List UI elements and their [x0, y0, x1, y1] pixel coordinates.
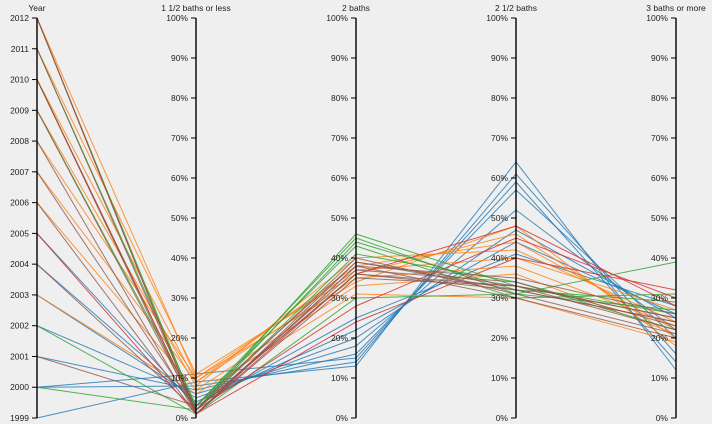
- tick-label: 2000: [10, 382, 29, 392]
- tick-label: 90%: [651, 53, 668, 63]
- tick-label: 50%: [331, 213, 348, 223]
- tick-label: 100%: [166, 13, 188, 23]
- tick-label: 80%: [331, 93, 348, 103]
- tick-label: 2011: [11, 44, 30, 54]
- tick-label: 2002: [10, 321, 29, 331]
- tick-label: 70%: [491, 133, 508, 143]
- tick-label: 10%: [331, 373, 348, 383]
- tick-label: 80%: [171, 93, 188, 103]
- tick-label: 50%: [651, 213, 668, 223]
- axis-b15: 0% 10% 20% 30% 40% 50% 60% 70% 80% 90% 100%1 1/2 b…: [161, 3, 230, 423]
- tick-label: 100%: [646, 13, 668, 23]
- tick-label: 10%: [491, 373, 508, 383]
- tick-label: 70%: [331, 133, 348, 143]
- tick-label: 90%: [171, 53, 188, 63]
- tick-label: 50%: [171, 213, 188, 223]
- tick-label: 80%: [651, 93, 668, 103]
- tick-label: 10%: [651, 373, 668, 383]
- axis-title: 2 1/2 baths: [495, 3, 537, 13]
- axis-b2: 0% 10% 20% 30% 40% 50% 60% 70% 80% 90% 100%2 baths: [326, 3, 370, 423]
- tick-label: 2012: [10, 13, 29, 23]
- tick-label: 2009: [10, 105, 29, 115]
- tick-label: 20%: [171, 333, 188, 343]
- tick-label: 60%: [331, 173, 348, 183]
- tick-label: 2008: [10, 136, 29, 146]
- tick-label: 0%: [496, 413, 509, 423]
- axis-title: 1 1/2 baths or less: [161, 3, 230, 13]
- tick-label: 2001: [10, 351, 29, 361]
- tick-label: 30%: [491, 293, 508, 303]
- tick-label: 60%: [491, 173, 508, 183]
- tick-label: 40%: [331, 253, 348, 263]
- tick-label: 40%: [491, 253, 508, 263]
- tick-label: 0%: [336, 413, 349, 423]
- tick-label: 70%: [651, 133, 668, 143]
- tick-label: 1999: [10, 413, 29, 423]
- tick-label: 30%: [171, 293, 188, 303]
- tick-label: 20%: [651, 333, 668, 343]
- tick-label: 30%: [651, 293, 668, 303]
- tick-label: 60%: [651, 173, 668, 183]
- tick-label: 70%: [171, 133, 188, 143]
- tick-label: 2010: [10, 75, 29, 85]
- axis-title: 3 baths or more: [646, 3, 706, 13]
- axis-title: 2 baths: [342, 3, 370, 13]
- tick-label: 2003: [10, 290, 29, 300]
- axis-title: Year: [28, 3, 45, 13]
- tick-label: 50%: [491, 213, 508, 223]
- axis-b25: 0% 10% 20% 30% 40% 50% 60% 70% 80% 90% 100%2 1/2 b…: [486, 3, 537, 423]
- axis-year: 1999 2000 2001 2002 2003 2004 2005 2006 2007 2008…: [10, 3, 46, 423]
- tick-label: 40%: [171, 253, 188, 263]
- tick-label: 60%: [171, 173, 188, 183]
- tick-label: 2006: [10, 198, 29, 208]
- tick-label: 0%: [656, 413, 669, 423]
- tick-label: 90%: [491, 53, 508, 63]
- tick-label: 20%: [491, 333, 508, 343]
- tick-label: 100%: [486, 13, 508, 23]
- tick-label: 40%: [651, 253, 668, 263]
- tick-label: 90%: [331, 53, 348, 63]
- tick-label: 80%: [491, 93, 508, 103]
- tick-label: 2005: [10, 228, 29, 238]
- axis-b3: 0% 10% 20% 30% 40% 50% 60% 70% 80% 90% 100%3 baths…: [646, 3, 706, 423]
- tick-label: 10%: [171, 373, 188, 383]
- tick-label: 30%: [331, 293, 348, 303]
- tick-label: 20%: [331, 333, 348, 343]
- tick-label: 2004: [10, 259, 29, 269]
- tick-label: 0%: [176, 413, 189, 423]
- tick-label: 100%: [326, 13, 348, 23]
- tick-label: 2007: [10, 167, 29, 177]
